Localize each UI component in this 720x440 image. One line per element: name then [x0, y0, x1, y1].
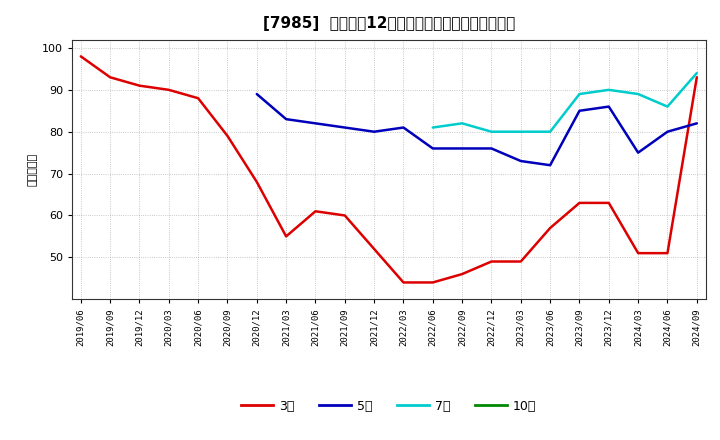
5年	[516, 158, 525, 164]
3年	[106, 75, 114, 80]
5年	[663, 129, 672, 134]
5年	[605, 104, 613, 109]
3年	[76, 54, 85, 59]
3年	[370, 246, 379, 252]
7年	[663, 104, 672, 109]
5年	[370, 129, 379, 134]
5年	[282, 117, 290, 122]
7年	[516, 129, 525, 134]
5年	[693, 121, 701, 126]
7年	[634, 92, 642, 97]
5年	[634, 150, 642, 155]
7年	[575, 92, 584, 97]
3年	[634, 250, 642, 256]
Line: 3年: 3年	[81, 56, 697, 282]
Legend: 3年, 5年, 7年, 10年: 3年, 5年, 7年, 10年	[236, 395, 541, 418]
3年	[194, 95, 202, 101]
3年	[282, 234, 290, 239]
3年	[135, 83, 144, 88]
3年	[428, 280, 437, 285]
3年	[164, 87, 173, 92]
Line: 5年: 5年	[257, 94, 697, 165]
3年	[605, 200, 613, 205]
Line: 7年: 7年	[433, 73, 697, 132]
7年	[693, 70, 701, 76]
3年	[693, 75, 701, 80]
3年	[663, 250, 672, 256]
3年	[487, 259, 496, 264]
5年	[458, 146, 467, 151]
7年	[605, 87, 613, 92]
3年	[458, 271, 467, 277]
5年	[428, 146, 437, 151]
7年	[458, 121, 467, 126]
3年	[516, 259, 525, 264]
5年	[253, 92, 261, 97]
7年	[487, 129, 496, 134]
3年	[575, 200, 584, 205]
5年	[399, 125, 408, 130]
3年	[546, 225, 554, 231]
Y-axis label: （百万円）: （百万円）	[28, 153, 38, 186]
Title: [7985]  経常利益12か月移動合計の標準偏差の推移: [7985] 経常利益12か月移動合計の標準偏差の推移	[263, 16, 515, 32]
3年	[311, 209, 320, 214]
5年	[311, 121, 320, 126]
5年	[341, 125, 349, 130]
5年	[487, 146, 496, 151]
7年	[546, 129, 554, 134]
3年	[341, 213, 349, 218]
3年	[223, 133, 232, 139]
7年	[428, 125, 437, 130]
5年	[575, 108, 584, 114]
5年	[546, 162, 554, 168]
3年	[253, 180, 261, 185]
3年	[399, 280, 408, 285]
